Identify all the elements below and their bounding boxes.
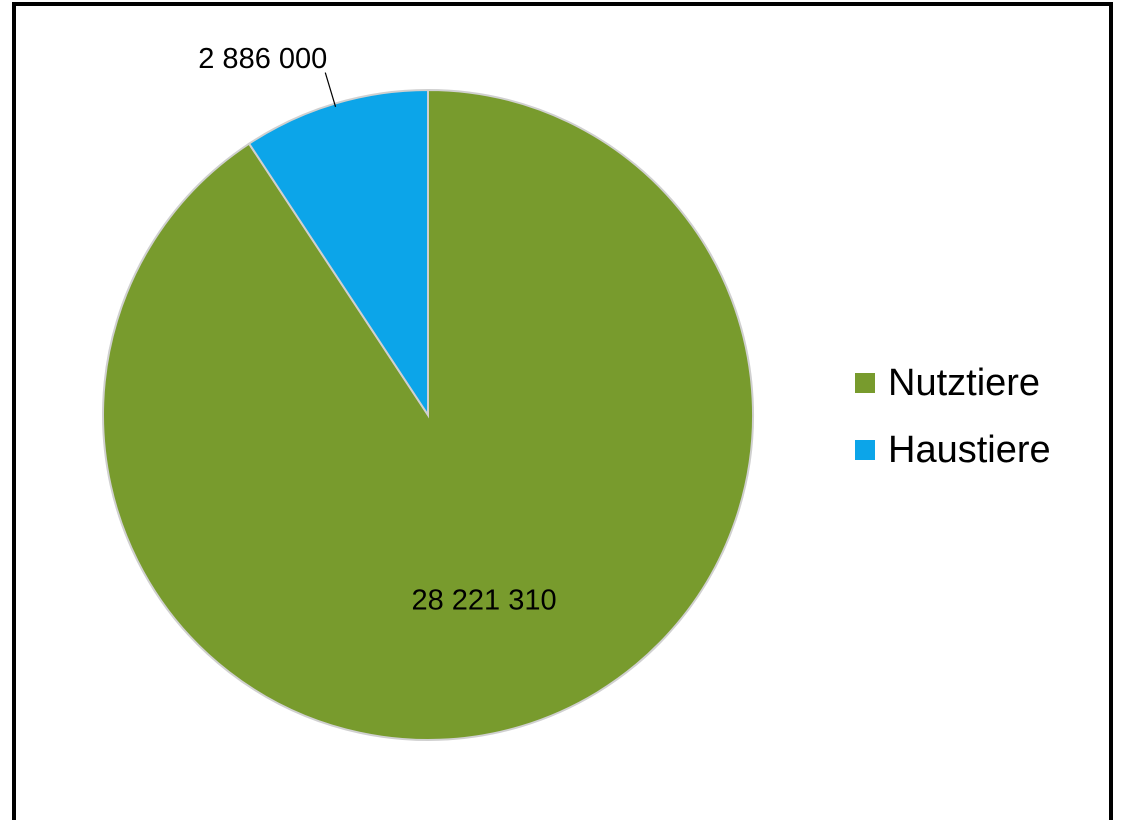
legend-label: Haustiere [888,429,1051,471]
legend-label: Nutztiere [888,362,1040,404]
legend-swatch [855,440,875,460]
legend-swatch [855,373,875,393]
data-label: 2 886 000 [198,43,327,75]
data-label: 28 221 310 [411,584,556,616]
leader-line [324,72,337,107]
